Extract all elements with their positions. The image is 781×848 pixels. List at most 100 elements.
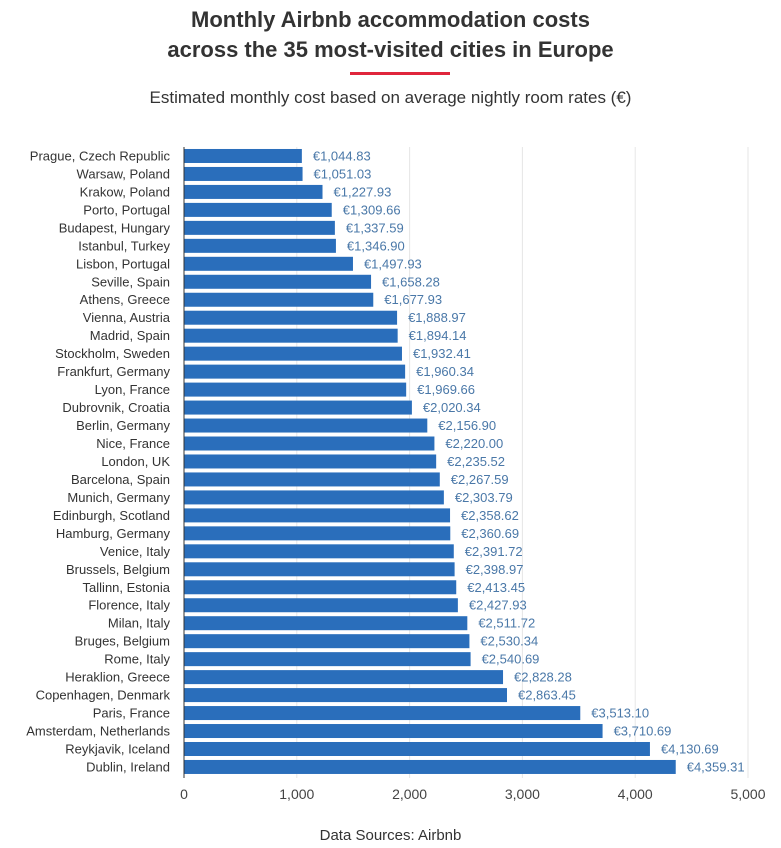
x-tick-label: 3,000 [505, 786, 540, 802]
data-label: €2,267.59 [451, 472, 509, 487]
y-category-label: Edinburgh, Scotland [53, 508, 170, 523]
y-category-label: Copenhagen, Denmark [36, 688, 171, 703]
data-label: €2,398.97 [466, 562, 524, 577]
y-category-label: Berlin, Germany [76, 418, 170, 433]
bar [184, 238, 336, 253]
bar [184, 148, 302, 163]
bar [184, 472, 440, 487]
x-tick-label: 0 [180, 786, 188, 802]
data-label: €2,358.62 [461, 508, 519, 523]
y-category-label: Venice, Italy [100, 544, 171, 559]
bar [184, 508, 451, 523]
y-category-label: Dublin, Ireland [86, 759, 170, 774]
data-label: €1,932.41 [413, 346, 471, 361]
bar [184, 526, 451, 541]
data-label: €2,511.72 [478, 616, 535, 631]
y-category-label: Tallinn, Estonia [83, 580, 171, 595]
y-category-label: Barcelona, Spain [71, 472, 170, 487]
data-label: €4,130.69 [661, 741, 719, 756]
y-category-label: Paris, France [93, 706, 170, 721]
y-category-label: Lisbon, Portugal [76, 256, 170, 271]
y-category-label: Brussels, Belgium [66, 562, 170, 577]
data-label: €2,156.90 [438, 418, 496, 433]
data-label: €1,894.14 [409, 328, 467, 343]
data-label: €4,359.31 [687, 759, 745, 774]
data-label: €2,391.72 [465, 544, 523, 559]
title-underline [350, 72, 450, 75]
y-category-label: Milan, Italy [108, 616, 171, 631]
y-category-label: Lyon, France [95, 382, 170, 397]
y-category-label: Munich, Germany [67, 490, 170, 505]
bar [184, 490, 444, 505]
y-category-label: Prague, Czech Republic [30, 148, 171, 163]
bar [184, 741, 650, 756]
x-tick-label: 2,000 [392, 786, 427, 802]
bar [184, 256, 353, 271]
bar [184, 184, 323, 199]
chart-title-line-2: across the 35 most-visited cities in Eur… [167, 37, 614, 62]
bar [184, 759, 676, 774]
bar [184, 382, 407, 397]
bar [184, 454, 437, 469]
bar [184, 544, 454, 559]
y-category-label: Dubrovnik, Croatia [62, 400, 170, 415]
y-category-label: Krakow, Poland [80, 184, 170, 199]
y-category-label: Rome, Italy [104, 652, 170, 667]
y-category-label: Budapest, Hungary [59, 220, 171, 235]
data-label: €1,888.97 [408, 310, 466, 325]
y-category-label: Frankfurt, Germany [57, 364, 170, 379]
data-label: €3,513.10 [591, 706, 649, 721]
bar [184, 616, 468, 631]
y-category-label: Heraklion, Greece [65, 670, 170, 685]
data-label: €3,710.69 [614, 724, 672, 739]
data-label: €2,235.52 [447, 454, 505, 469]
y-category-label: Amsterdam, Netherlands [26, 724, 170, 739]
x-tick-label: 4,000 [618, 786, 653, 802]
y-category-label: Bruges, Belgium [75, 634, 170, 649]
bar [184, 292, 374, 307]
y-category-label: Reykjavik, Iceland [65, 741, 170, 756]
data-label: €1,227.93 [334, 184, 392, 199]
bar [184, 364, 406, 379]
y-category-label: Istanbul, Turkey [78, 238, 170, 253]
y-category-label: Stockholm, Sweden [55, 346, 170, 361]
bar [184, 346, 402, 361]
y-category-label: Vienna, Austria [83, 310, 171, 325]
data-label: €1,677.93 [384, 292, 442, 307]
bar [184, 274, 372, 289]
bar [184, 166, 303, 181]
data-label: €1,051.03 [314, 166, 372, 181]
data-label: €2,413.45 [467, 580, 525, 595]
data-label: €1,346.90 [347, 238, 405, 253]
bar [184, 418, 428, 433]
chart-title-line-1: Monthly Airbnb accommodation costs [191, 7, 590, 32]
data-label: €2,863.45 [518, 688, 576, 703]
y-category-label: Nice, France [96, 436, 170, 451]
bar [184, 202, 332, 217]
bar [184, 328, 398, 343]
y-category-label: Hamburg, Germany [56, 526, 171, 541]
y-category-label: Athens, Greece [80, 292, 170, 307]
data-label: €1,497.93 [364, 256, 422, 271]
data-label: €2,828.28 [514, 670, 572, 685]
bar [184, 670, 504, 685]
data-label: €1,309.66 [343, 202, 401, 217]
bar [184, 400, 412, 415]
data-label: €2,360.69 [461, 526, 519, 541]
data-label: €1,337.59 [346, 220, 404, 235]
data-label: €2,427.93 [469, 598, 527, 613]
chart-subtitle: Estimated monthly cost based on average … [149, 88, 632, 107]
data-label: €2,530.34 [480, 634, 538, 649]
data-label: €1,044.83 [313, 148, 371, 163]
bar [184, 220, 335, 235]
y-category-label: Seville, Spain [91, 274, 170, 289]
data-label: €1,960.34 [416, 364, 474, 379]
bar [184, 598, 458, 613]
bar [184, 724, 603, 739]
data-label: €2,303.79 [455, 490, 513, 505]
bar [184, 310, 398, 325]
x-tick-label: 5,000 [730, 786, 765, 802]
data-label: €1,969.66 [417, 382, 475, 397]
